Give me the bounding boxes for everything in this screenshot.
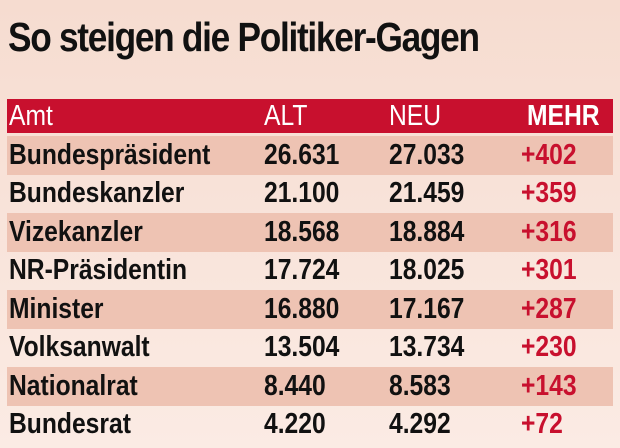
alt-cell: 16.880: [264, 292, 340, 325]
header-mehr: MEHR: [527, 99, 600, 132]
amt-cell: Bundespräsident: [9, 138, 211, 171]
neu-cell: 17.167: [389, 292, 465, 325]
neu-cell: 13.734: [389, 331, 465, 364]
table-row: Nationalrat 8.440 8.583 +143: [7, 367, 613, 406]
alt-cell: 18.568: [264, 215, 340, 248]
table-row: Volksanwalt 13.504 13.734 +230: [7, 329, 613, 368]
mehr-cell: +230: [521, 331, 577, 364]
amt-cell: Nationalrat: [9, 369, 138, 402]
table-row: Minister 16.880 17.167 +287: [7, 290, 613, 329]
alt-cell: 13.504: [264, 331, 340, 364]
table-row: Vizekanzler 18.568 18.884 +316: [7, 213, 613, 252]
neu-cell: 27.033: [389, 138, 465, 171]
header-alt: ALT: [264, 99, 308, 132]
mehr-cell: +287: [521, 292, 577, 325]
header-amt: Amt: [9, 99, 53, 132]
amt-cell: Vizekanzler: [9, 215, 143, 248]
alt-cell: 26.631: [264, 138, 340, 171]
alt-cell: 21.100: [264, 177, 340, 210]
neu-cell: 18.025: [389, 254, 465, 287]
amt-cell: NR-Präsidentin: [9, 254, 188, 287]
neu-cell: 21.459: [389, 177, 465, 210]
mehr-cell: +359: [521, 177, 577, 210]
table-row: Bundesrat 4.220 4.292 +72: [7, 406, 613, 445]
alt-cell: 4.220: [264, 408, 326, 441]
table-row: Bundeskanzler 21.100 21.459 +359: [7, 175, 613, 214]
mehr-cell: +402: [521, 138, 577, 171]
table-row: NR-Präsidentin 17.724 18.025 +301: [7, 252, 613, 291]
mehr-cell: +301: [521, 254, 577, 287]
neu-cell: 4.292: [389, 408, 451, 441]
table-header: Amt ALT NEU MEHR: [7, 99, 613, 133]
header-neu: NEU: [389, 99, 442, 132]
page-title: So steigen die Politiker-Gagen: [8, 14, 480, 60]
neu-cell: 18.884: [389, 215, 465, 248]
mehr-cell: +143: [521, 369, 577, 402]
table-row: Bundespräsident 26.631 27.033 +402: [7, 136, 613, 175]
amt-cell: Bundesrat: [9, 408, 131, 441]
neu-cell: 8.583: [389, 369, 451, 402]
alt-cell: 17.724: [264, 254, 340, 287]
salary-table: Amt ALT NEU MEHR Bundespräsident 26.631 27…: [7, 99, 613, 444]
amt-cell: Volksanwalt: [9, 331, 150, 364]
mehr-cell: +72: [521, 408, 563, 441]
mehr-cell: +316: [521, 215, 577, 248]
alt-cell: 8.440: [264, 369, 326, 402]
amt-cell: Bundeskanzler: [9, 177, 185, 210]
amt-cell: Minister: [9, 292, 104, 325]
